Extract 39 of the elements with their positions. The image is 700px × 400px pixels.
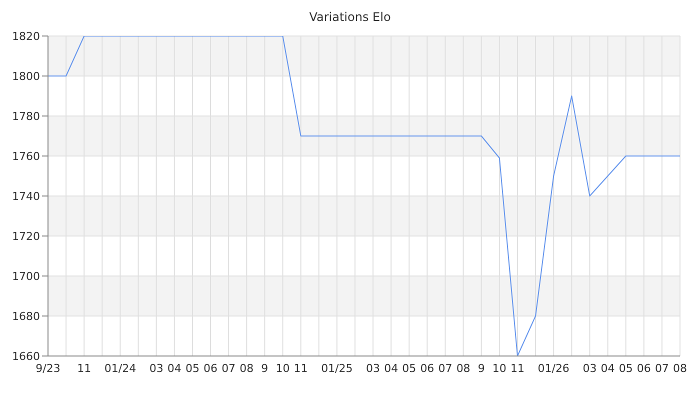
x-tick-label: 08 [673,362,687,375]
x-tick-label: 07 [654,362,669,375]
x-tick-label: 06 [636,362,651,375]
x-tick-label: 03 [366,362,380,375]
x-tick-label: 07 [438,362,452,375]
x-tick-label: 9 [478,362,485,375]
x-tick-label: 08 [240,362,254,375]
x-tick-label: 03 [582,362,597,375]
x-tick-label: 04 [384,362,398,375]
x-tick-label: 01/25 [321,362,353,375]
x-tick-label: 11 [510,362,524,375]
x-tick-label: 03 [149,362,164,375]
y-tick-label: 1820 [12,30,40,43]
y-tick-label: 1760 [12,150,40,163]
x-tick-label: 07 [222,362,236,375]
x-tick-label: 04 [167,362,182,375]
x-tick-label: 11 [294,362,308,375]
x-tick-label: 11 [77,362,92,375]
x-tick-label: 05 [618,362,633,375]
y-tick-label: 1660 [12,350,40,363]
x-tick-label: 05 [185,362,200,375]
x-tick-label: 9 [261,362,268,375]
y-tick-label: 1700 [12,270,40,283]
x-tick-label: 06 [420,362,434,375]
x-tick-label: 10 [276,362,290,375]
x-tick-label: 06 [204,362,218,375]
y-tick-label: 1740 [12,190,40,203]
y-tick-label: 1780 [12,110,40,123]
x-tick-label: 04 [600,362,615,375]
chart-title: Variations Elo [308,9,392,26]
x-tick-label: 01/26 [538,362,570,375]
x-tick-label: 01/24 [104,362,136,375]
x-tick-label: 10 [492,362,506,375]
y-tick-label: 1680 [12,310,40,323]
x-tick-label: 05 [402,362,416,375]
y-tick-label: 1800 [12,70,40,83]
x-tick-label: 08 [456,362,470,375]
x-tick-label: 9/23 [36,362,60,375]
y-tick-label: 1720 [12,230,40,243]
